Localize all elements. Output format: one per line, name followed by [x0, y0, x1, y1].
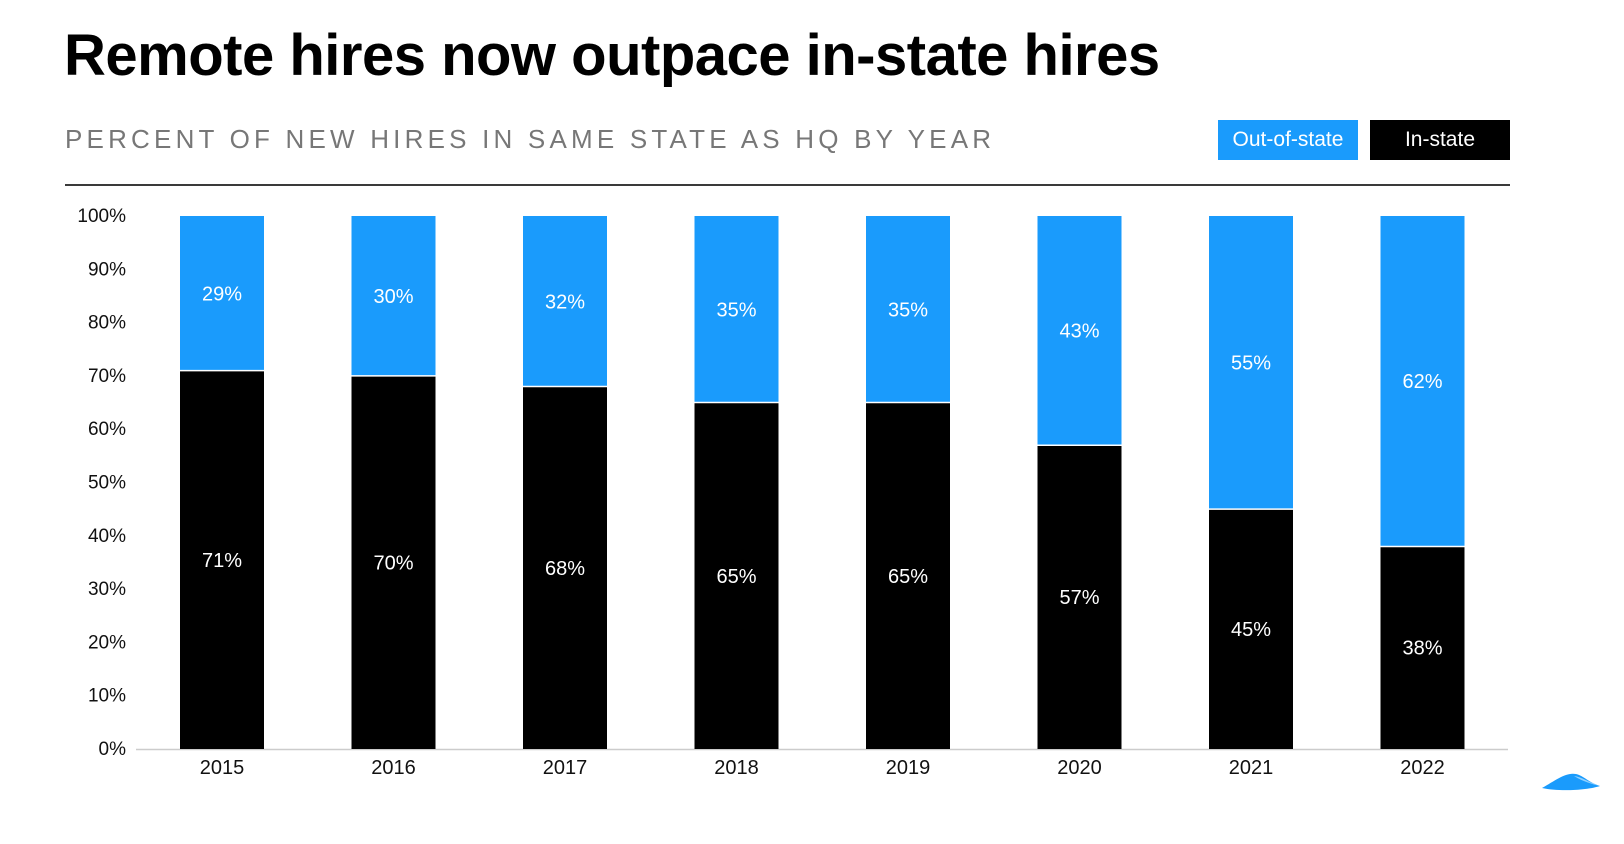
y-tick-label: 90% [88, 259, 126, 280]
y-tick-label: 100% [77, 206, 126, 227]
y-tick-label: 30% [88, 579, 126, 600]
legend-out-of-state: Out-of-state [1218, 120, 1358, 160]
y-tick-label: 20% [88, 632, 126, 653]
y-tick-label: 80% [88, 313, 126, 334]
bar-out-of-state [694, 216, 779, 403]
data-label-in-state: 70% [373, 552, 413, 574]
bar-in-state [1209, 509, 1293, 749]
data-label-out-of-state: 30% [373, 286, 413, 308]
data-label-out-of-state: 29% [202, 283, 242, 305]
y-tick-label: 50% [88, 473, 126, 494]
header-divider [65, 184, 1510, 186]
chart-title: Remote hires now outpace in-state hires [64, 23, 1160, 88]
data-label-in-state: 65% [716, 566, 756, 588]
x-tick-label: 2019 [886, 757, 931, 779]
data-label-in-state: 71% [202, 550, 242, 572]
y-tick-label: 70% [88, 366, 126, 387]
bar-out-of-state [351, 216, 436, 376]
data-label-out-of-state: 35% [888, 299, 928, 321]
data-label-out-of-state: 35% [716, 299, 756, 321]
bar-in-state [1380, 546, 1465, 749]
data-label-in-state: 57% [1059, 587, 1099, 609]
bar-out-of-state [180, 216, 264, 371]
chart-subtitle: PERCENT OF NEW HIRES IN SAME STATE AS HQ… [65, 124, 996, 154]
y-tick-label: 40% [88, 526, 126, 547]
bar-in-state [694, 402, 779, 749]
legend-in-state: In-state [1370, 120, 1510, 160]
data-label-in-state: 38% [1402, 638, 1442, 660]
bar-out-of-state [1037, 216, 1122, 446]
x-tick-label: 2017 [543, 757, 588, 779]
data-label-out-of-state: 43% [1059, 321, 1099, 343]
bar-in-state [523, 386, 607, 749]
bar-out-of-state [866, 216, 950, 403]
bar-out-of-state [1380, 216, 1465, 547]
bar-in-state [866, 402, 950, 749]
x-tick-label: 2020 [1057, 757, 1102, 779]
data-label-out-of-state: 55% [1231, 353, 1271, 375]
x-tick-label: 2018 [714, 757, 759, 779]
x-tick-label: 2016 [371, 757, 416, 779]
data-label-out-of-state: 32% [545, 291, 585, 313]
wave-logo-icon [1542, 773, 1600, 791]
bar-in-state [1037, 445, 1122, 749]
bar-out-of-state [523, 216, 607, 387]
y-tick-label: 0% [99, 739, 127, 760]
bar-in-state [351, 375, 436, 749]
y-tick-label: 60% [88, 419, 126, 440]
data-label-in-state: 65% [888, 566, 928, 588]
x-tick-label: 2015 [200, 757, 245, 779]
y-tick-label: 10% [88, 686, 126, 707]
data-label-in-state: 45% [1231, 619, 1271, 641]
bar-in-state [180, 370, 264, 749]
x-tick-label: 2022 [1400, 757, 1445, 779]
bar-out-of-state [1209, 216, 1293, 510]
data-label-out-of-state: 62% [1402, 371, 1442, 393]
x-tick-label: 2021 [1229, 757, 1274, 779]
data-label-in-state: 68% [545, 558, 585, 580]
